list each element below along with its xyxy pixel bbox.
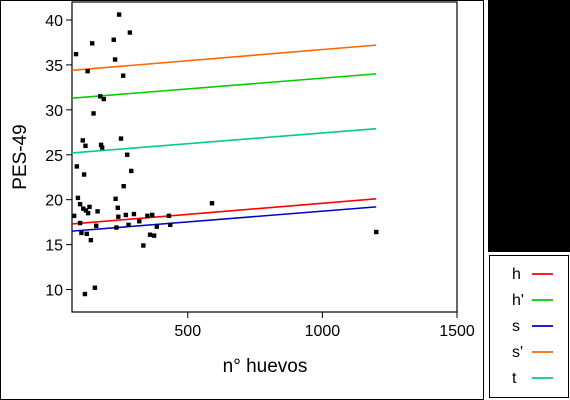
data-point (115, 205, 120, 210)
data-point (89, 41, 95, 46)
data-point (94, 223, 99, 228)
legend: h h' s s' t (512, 266, 553, 387)
data-point (112, 57, 118, 62)
data-point (85, 68, 90, 74)
data-point (99, 145, 105, 150)
data-point (74, 164, 80, 169)
y-axis-title: PES-49 (10, 124, 31, 189)
data-point (145, 213, 150, 219)
data-point (88, 237, 94, 243)
data-point (166, 213, 172, 219)
data-point (113, 196, 118, 201)
data-point (98, 94, 103, 99)
data-point (75, 195, 81, 201)
y-tick-label: 10 (45, 283, 63, 300)
data-point (80, 138, 85, 143)
y-tick-label: 15 (45, 238, 63, 255)
data-points (71, 12, 379, 297)
data-point (147, 232, 153, 237)
data-point (111, 37, 116, 42)
side-panel (488, 0, 570, 252)
y-tick-label: 20 (45, 193, 63, 210)
data-point (150, 212, 155, 218)
data-point (168, 222, 173, 228)
data-point (124, 152, 130, 157)
x-tick-label: 500 (174, 323, 201, 340)
x-axis-ticks: 500 1000 1500 (174, 312, 475, 340)
legend-label: s (512, 318, 520, 335)
data-point (154, 224, 160, 229)
y-tick-label: 30 (45, 103, 63, 120)
series-line-h (71, 197, 377, 225)
data-point (98, 142, 104, 148)
data-point (137, 219, 142, 224)
series-line-h-prime (71, 73, 377, 99)
legend-label: t (512, 370, 517, 387)
data-point (83, 143, 88, 148)
data-point (126, 222, 131, 228)
series-line-t (71, 127, 377, 154)
data-point (129, 168, 134, 174)
data-point (81, 172, 87, 177)
data-point (127, 30, 133, 35)
y-tick-label: 35 (45, 58, 63, 75)
data-point (77, 220, 83, 226)
data-point (209, 201, 215, 206)
data-point (121, 184, 126, 189)
legend-box (489, 255, 569, 398)
data-point (81, 206, 86, 211)
data-point (116, 214, 121, 219)
legend-label: h' (512, 292, 524, 309)
x-tick-label: 1000 (305, 323, 341, 340)
data-point (101, 96, 106, 102)
y-axis-ticks: 10 15 20 25 30 35 40 (45, 13, 72, 300)
data-point (116, 12, 122, 17)
data-point (82, 291, 88, 297)
x-axis-title: n° huevos (223, 356, 308, 377)
data-point (374, 229, 379, 235)
data-point (77, 201, 83, 207)
data-point (95, 209, 100, 214)
data-point (85, 210, 91, 216)
data-point (114, 225, 119, 230)
series-line-s (71, 206, 377, 232)
data-point (83, 208, 89, 213)
series-line-s-prime (71, 44, 377, 72)
plot-frame (71, 1, 458, 313)
figure-border (0, 0, 484, 400)
regression-lines (71, 44, 377, 232)
data-point (92, 285, 98, 290)
data-point (87, 204, 92, 210)
data-point (118, 136, 124, 141)
legend-label: h (512, 266, 521, 283)
data-point (73, 51, 79, 57)
data-point (71, 213, 77, 219)
data-point (120, 73, 126, 78)
data-point (91, 111, 96, 116)
legend-label: s' (512, 344, 523, 361)
data-point (131, 211, 137, 217)
data-point (84, 231, 90, 237)
data-point (123, 212, 129, 218)
data-point (79, 230, 84, 236)
y-tick-label: 40 (45, 13, 63, 30)
data-point (151, 233, 157, 238)
x-tick-label: 1500 (439, 323, 475, 340)
y-tick-label: 25 (45, 148, 63, 165)
data-point (141, 243, 146, 248)
